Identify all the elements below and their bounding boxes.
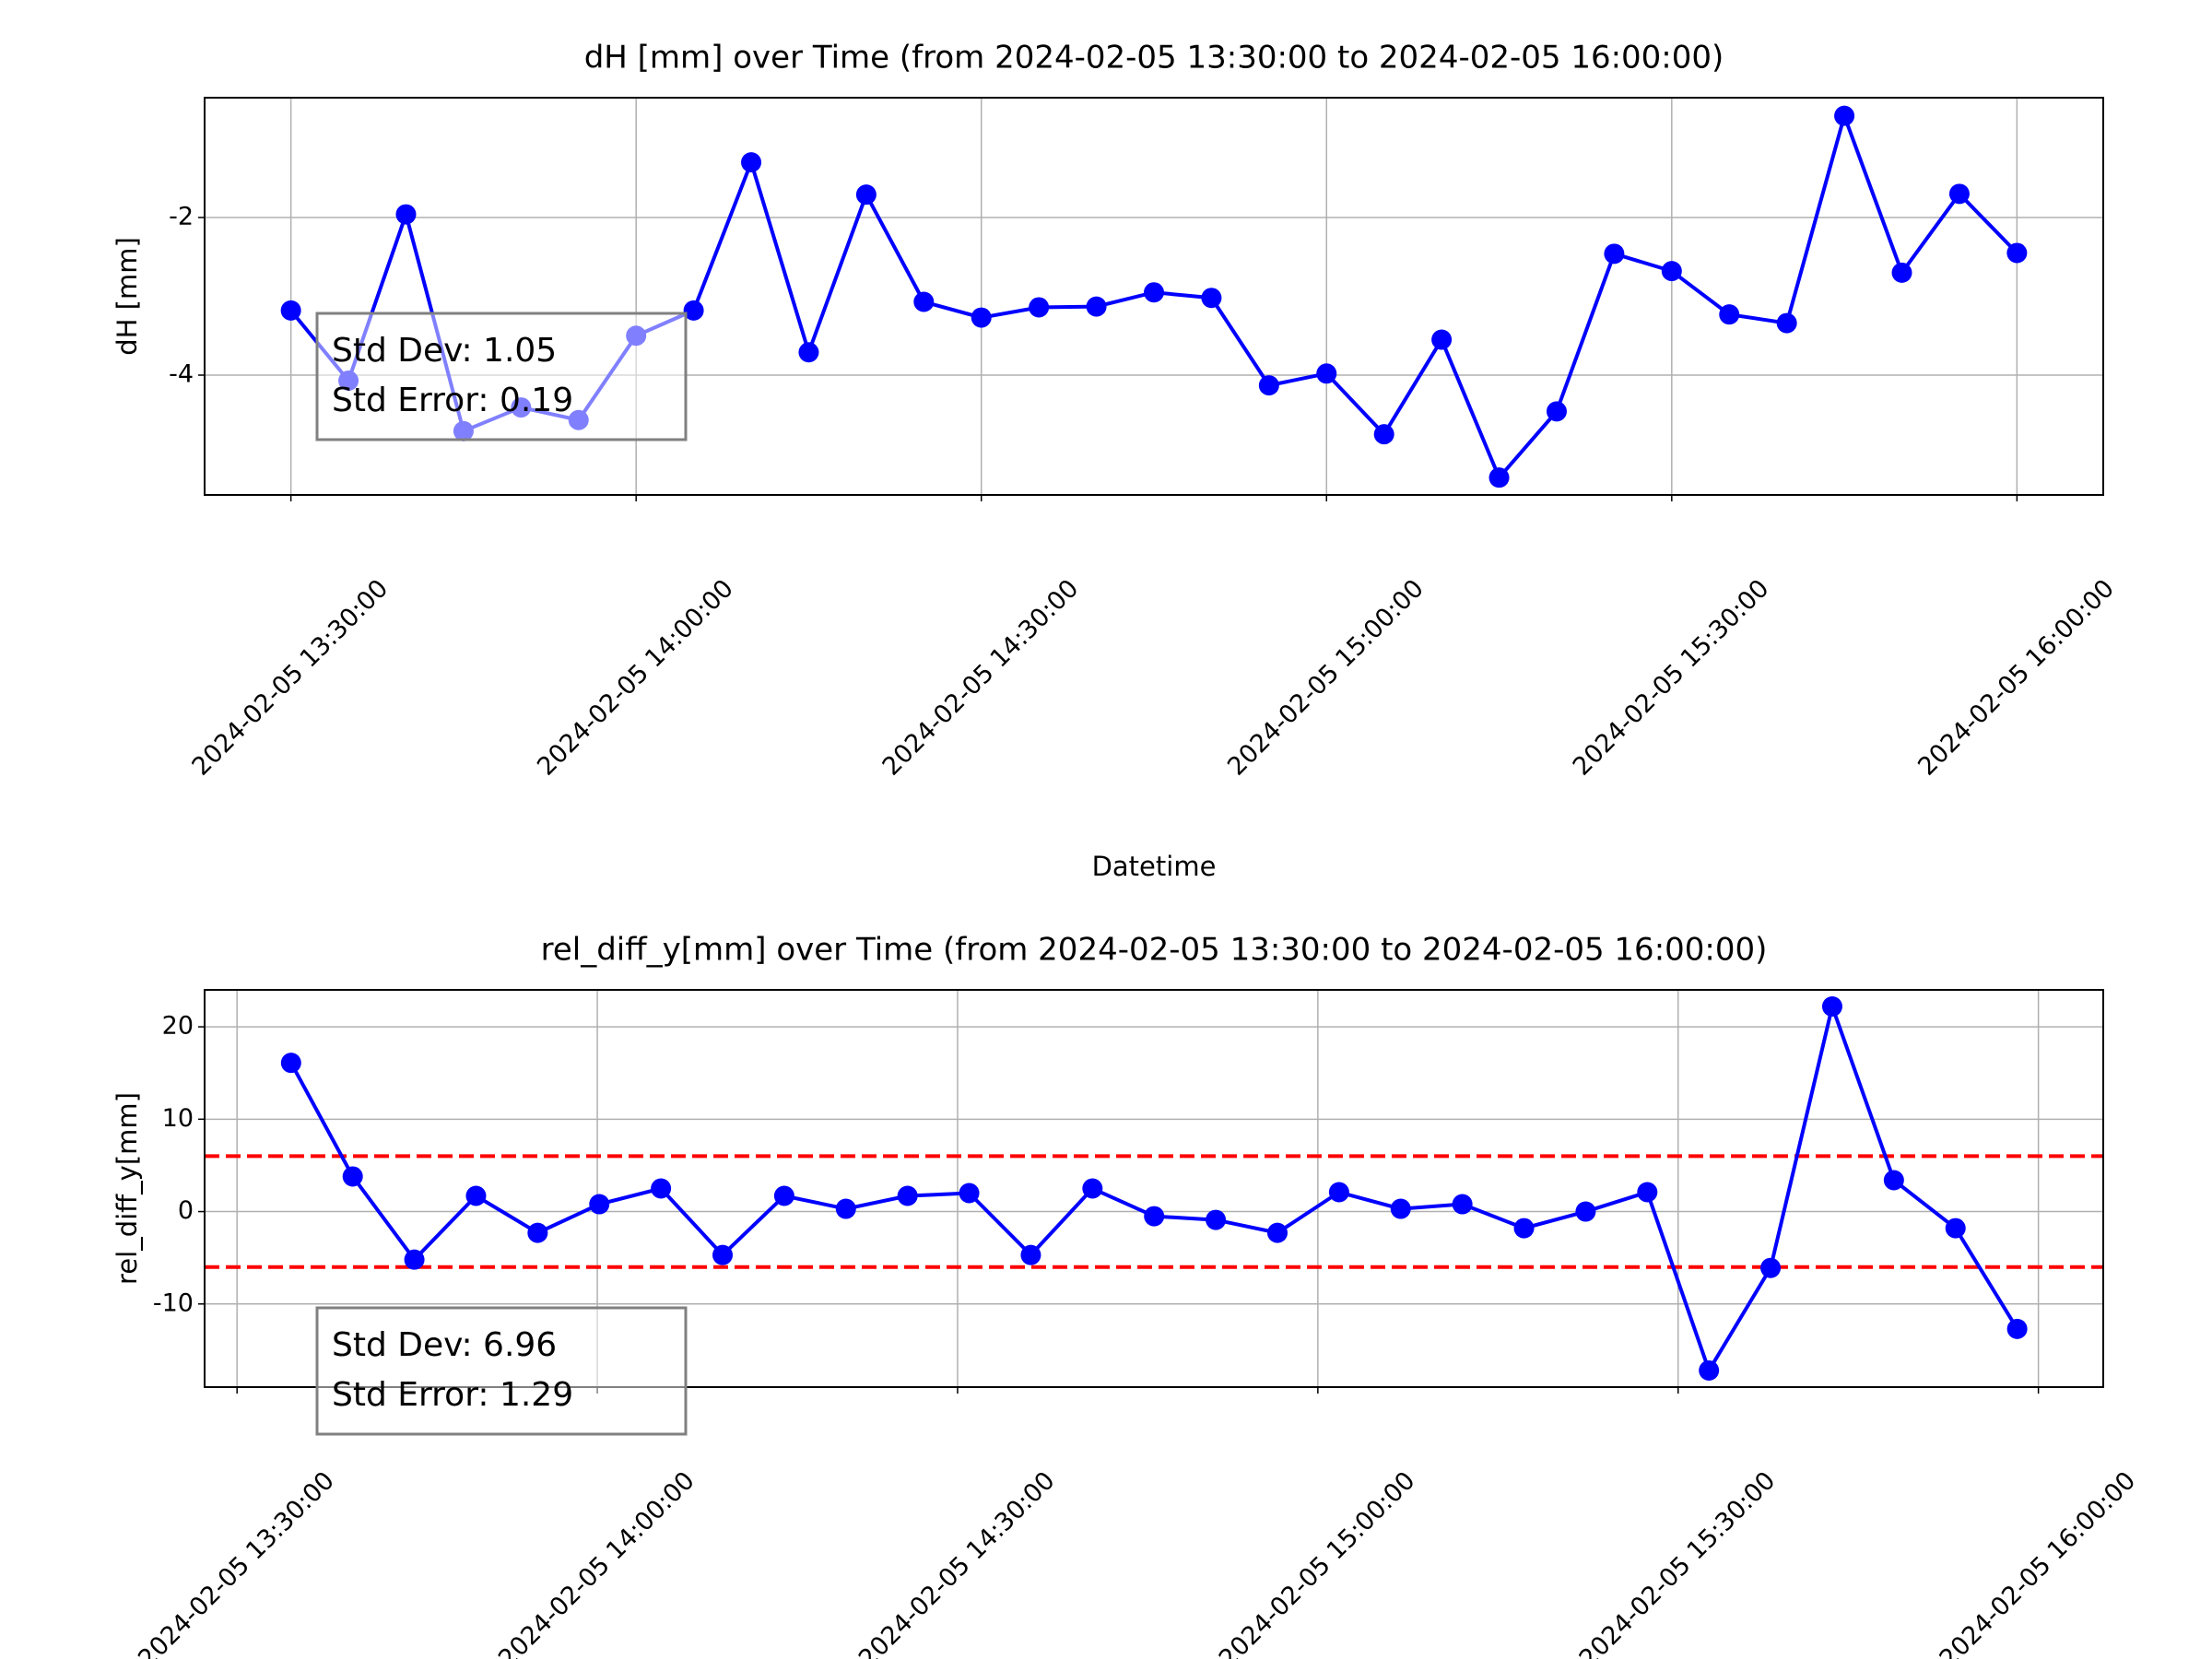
- annotation-box: [315, 1306, 688, 1436]
- data-point: [1144, 282, 1164, 303]
- data-point: [1452, 1194, 1473, 1215]
- annotation-text: Std Dev: 1.05: [332, 332, 557, 370]
- data-point: [897, 1185, 918, 1206]
- data-point: [342, 1166, 363, 1187]
- x-tick-label: 2024-02-05 15:00:00: [1222, 574, 1430, 782]
- data-point: [971, 307, 992, 328]
- data-point: [1637, 1182, 1658, 1203]
- data-point: [1575, 1201, 1596, 1222]
- data-point: [651, 1178, 672, 1199]
- y-tick-label: 10: [162, 1104, 194, 1133]
- data-point: [712, 1244, 734, 1265]
- data-point: [1760, 1257, 1782, 1278]
- data-point: [913, 291, 935, 312]
- data-point: [1891, 262, 1912, 283]
- data-point: [959, 1182, 980, 1204]
- data-point: [1604, 243, 1625, 265]
- y-tick-label: -4: [169, 360, 194, 389]
- data-point: [1945, 1218, 1966, 1239]
- y-tick-label: 0: [178, 1196, 194, 1225]
- data-point: [1513, 1218, 1535, 1239]
- x-tick-label: 2024-02-05 15:30:00: [1574, 1466, 1782, 1659]
- data-point: [1431, 329, 1453, 350]
- data-point: [1020, 1244, 1041, 1265]
- data-point: [1082, 1178, 1103, 1199]
- data-point: [1029, 297, 1050, 318]
- data-point: [1201, 288, 1222, 309]
- x-tick-label: 2024-02-05 15:00:00: [1214, 1466, 1421, 1659]
- data-point: [1821, 996, 1842, 1018]
- data-point: [404, 1249, 425, 1270]
- data-point: [683, 300, 704, 321]
- data-point: [1776, 312, 1797, 334]
- data-point: [773, 1185, 794, 1206]
- data-point: [1661, 261, 1682, 282]
- chart-title: dH [mm] over Time (from 2024-02-05 13:30…: [584, 40, 1724, 76]
- data-point: [280, 300, 301, 321]
- data-point: [1373, 424, 1394, 445]
- chart-title: rel_diff_y[mm] over Time (from 2024-02-0…: [541, 932, 1768, 969]
- y-tick-label: -2: [169, 202, 194, 230]
- data-point: [395, 204, 417, 225]
- x-tick-label: 2024-02-05 14:00:00: [532, 574, 739, 782]
- data-point: [741, 152, 762, 173]
- data-point: [2006, 1318, 2028, 1339]
- data-point: [1316, 363, 1337, 384]
- y-tick-label: 20: [162, 1012, 194, 1041]
- data-point: [1883, 1170, 1904, 1191]
- data-point: [1206, 1209, 1227, 1230]
- x-tick-label: 2024-02-05 14:00:00: [493, 1466, 700, 1659]
- data-point: [1258, 375, 1279, 396]
- annotation-text: Std Error: 0.19: [332, 382, 573, 419]
- y-axis-label: dH [mm]: [112, 237, 143, 356]
- x-tick-label: 2024-02-05 13:30:00: [133, 1466, 340, 1659]
- x-axis-label: Datetime: [1092, 851, 1217, 882]
- data-point: [1390, 1198, 1411, 1219]
- data-point: [527, 1222, 548, 1243]
- data-point: [1086, 296, 1107, 317]
- plot-frame: [204, 989, 2104, 1388]
- data-point: [280, 1053, 301, 1074]
- data-point: [1834, 105, 1855, 126]
- data-point: [835, 1198, 856, 1219]
- y-tick-label: -10: [153, 1288, 194, 1317]
- data-point: [855, 184, 877, 206]
- annotation-box: [315, 312, 688, 441]
- data-point: [1266, 1222, 1288, 1243]
- data-point: [589, 1194, 610, 1215]
- data-point: [1948, 183, 1970, 205]
- data-point: [798, 342, 819, 363]
- x-tick-label: 2024-02-05 15:30:00: [1568, 574, 1775, 782]
- plot-frame: [204, 97, 2104, 496]
- y-axis-label: rel_diff_y[mm]: [112, 1092, 143, 1285]
- x-tick-label: 2024-02-05 14:30:00: [877, 574, 1085, 782]
- annotation-text: Std Error: 1.29: [332, 1376, 573, 1414]
- annotation-text: Std Dev: 6.96: [332, 1326, 557, 1364]
- data-point: [1144, 1206, 1165, 1227]
- x-tick-label: 2024-02-05 16:00:00: [1912, 574, 2120, 782]
- x-tick-label: 2024-02-05 14:30:00: [853, 1466, 1061, 1659]
- data-point: [2006, 242, 2028, 264]
- x-tick-label: 2024-02-05 16:00:00: [1935, 1466, 2142, 1659]
- data-point: [1328, 1182, 1349, 1203]
- data-point: [1719, 304, 1740, 325]
- data-point: [465, 1185, 487, 1206]
- data-point: [1546, 401, 1567, 422]
- data-point: [1488, 467, 1510, 488]
- data-point: [1699, 1359, 1720, 1381]
- x-tick-label: 2024-02-05 13:30:00: [187, 574, 394, 782]
